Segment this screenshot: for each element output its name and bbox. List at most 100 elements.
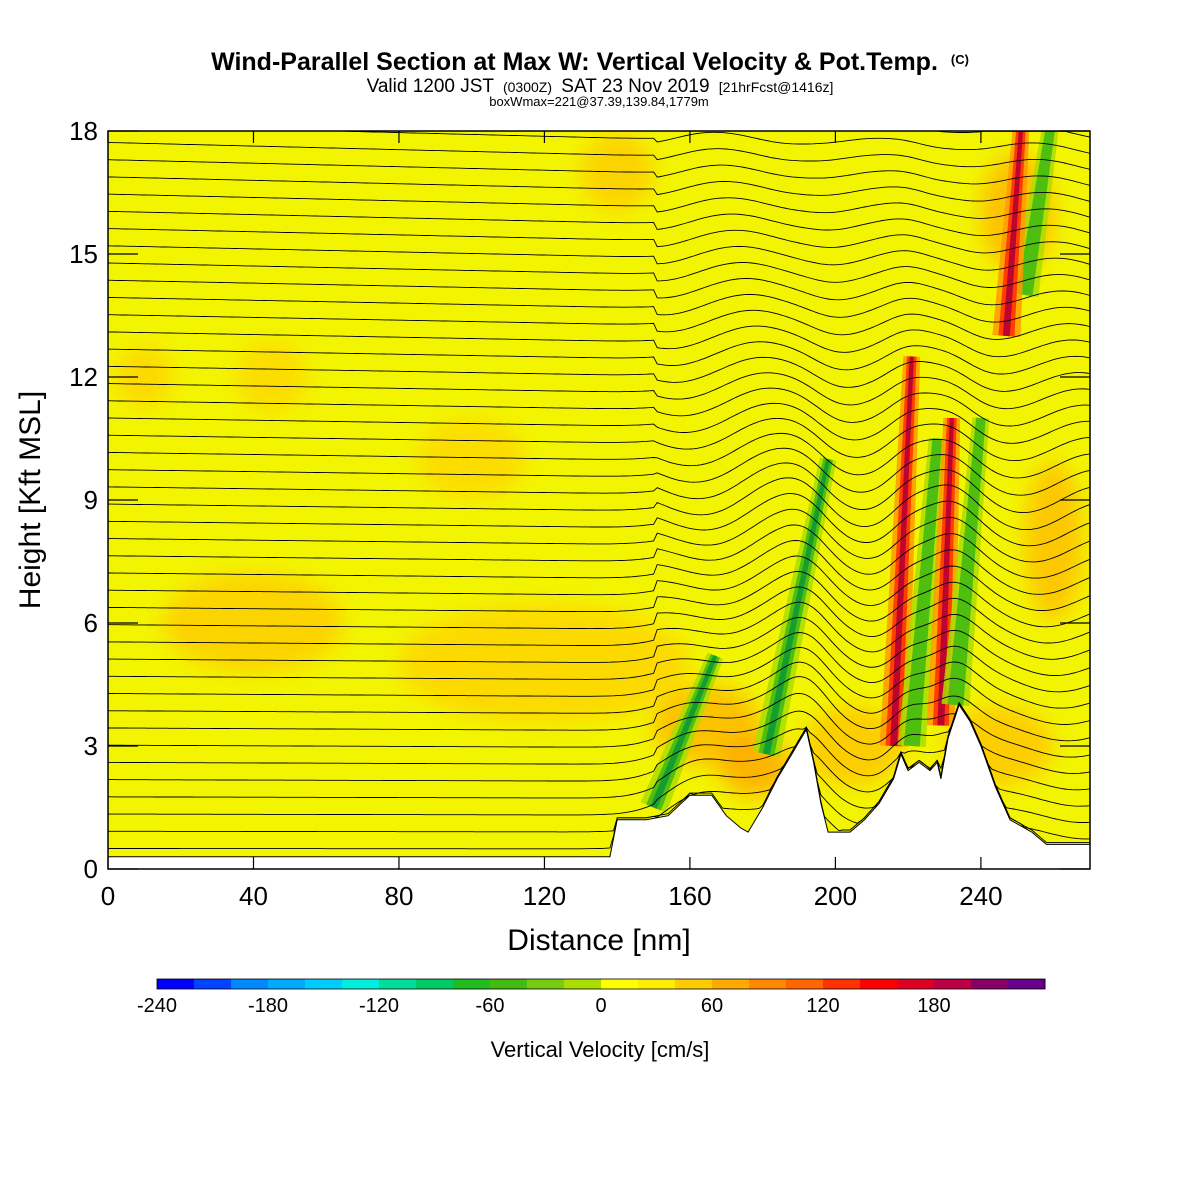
isentrope-line: [108, 402, 1090, 444]
isentrope-line: [108, 701, 1090, 807]
isentrope-line: [108, 294, 1090, 323]
colorbar-swatch: [416, 979, 454, 989]
isentrope-line: [108, 142, 1090, 170]
colorbar-swatch: [897, 979, 935, 989]
isentrope-line: [937, 131, 1090, 138]
colorbar-tick-label: 120: [806, 995, 839, 1017]
isentropes: [108, 131, 1090, 850]
isentrope-line: [108, 462, 1090, 514]
colorbar-swatch: [934, 979, 972, 989]
chart-title-main: Wind-Parallel Section at Max W: Vertical…: [211, 48, 938, 76]
warm-patch: [417, 419, 527, 499]
valid-fcst: [21hrFcst@1416z]: [719, 79, 834, 95]
velocity-bands: [640, 131, 1059, 813]
isentrope-line: [108, 661, 1090, 725]
warm-patch: [115, 347, 174, 407]
colorbar-swatch: [268, 979, 306, 989]
colorbar-swatch: [379, 979, 417, 989]
colorbar-swatch: [823, 979, 861, 989]
updraft-band: [890, 356, 914, 747]
colorbar-tick-label: 180: [917, 995, 950, 1017]
isentrope-line: [108, 555, 1090, 611]
y-tick-label: 9: [84, 485, 98, 515]
isentrope-line: [108, 193, 1090, 219]
isentrope-line: [108, 325, 1090, 358]
isentrope-line: [108, 278, 1090, 306]
y-axis: 0 3 6 9 12 15 18: [69, 116, 1090, 884]
isentrope-line: [108, 601, 1090, 660]
colorbar-swatch: [527, 979, 565, 989]
colorbar-swatch: [1008, 979, 1046, 989]
isentrope-line: [108, 228, 1090, 254]
isentrope-line: [108, 616, 1090, 676]
isentrope-line: [108, 586, 1090, 644]
isentrope-line: [108, 540, 1090, 595]
colorbar-swatch: [749, 979, 787, 989]
colorbar-swatch: [342, 979, 380, 989]
subtitle-boxwmax: boxWmax=221@37.39,139.84,1779m: [489, 94, 709, 109]
colorbar-swatch: [194, 979, 232, 989]
chart-title-mark: (C): [951, 52, 969, 67]
warm-patch: [802, 706, 905, 786]
colorbar-swatch: [638, 979, 676, 989]
valid-zulu: (0300Z): [503, 79, 552, 95]
isentrope-line: [108, 159, 1090, 186]
downdraft-band: [650, 655, 718, 809]
isentrope-line: [108, 417, 1090, 462]
y-tick-label: 3: [84, 731, 98, 761]
isentrope-line: [108, 632, 1090, 693]
terrain: [108, 703, 1090, 869]
isentrope-line: [108, 477, 1090, 531]
colorbar-tick-label: -240: [137, 995, 177, 1017]
isentrope-line: [108, 372, 1090, 410]
y-tick-label: 6: [84, 608, 98, 638]
isentrope-line: [108, 210, 1090, 237]
x-tick-label: 0: [101, 881, 115, 911]
colorbar-swatch: [490, 979, 528, 989]
valid-line: Valid 1200 JST (0300Z) SAT 23 Nov 2019 […: [367, 76, 834, 97]
colorbar-swatch: [675, 979, 713, 989]
colorbar-title: Vertical Velocity [cm/s]: [491, 1037, 710, 1062]
colorbar-swatch: [601, 979, 639, 989]
colorbar-frame: [156, 978, 1046, 990]
warm-patch: [1024, 461, 1083, 621]
colorbar-swatch: [157, 979, 195, 989]
x-axis-label: Distance [nm]: [507, 924, 690, 957]
isentrope-line: [108, 356, 1090, 392]
warm-patch: [398, 604, 690, 724]
isentrope-line: [108, 176, 1090, 202]
isentrope-line: [108, 432, 1090, 479]
warm-patch: [235, 342, 309, 412]
isentrope-line: [108, 447, 1090, 496]
colorbar-swatch: [712, 979, 750, 989]
colorbar-tick-label: 60: [701, 995, 723, 1017]
isentrope-line: [337, 131, 1090, 154]
colorbar-tick-label: -180: [248, 995, 288, 1017]
colorbar-tick-label: -120: [359, 995, 399, 1017]
y-tick-label: 12: [69, 362, 98, 392]
colorbar: [156, 978, 1046, 990]
isentrope-line: [108, 387, 1090, 427]
x-tick-label: 120: [523, 881, 566, 911]
warm-patch: [162, 573, 345, 673]
y-tick-label: 0: [84, 854, 98, 884]
downdraft-band: [1016, 131, 1055, 297]
colorbar-tick-label: -60: [476, 995, 505, 1017]
isentrope-line: [108, 646, 1090, 709]
colorbar-swatch: [971, 979, 1009, 989]
isentrope-line: [108, 676, 1090, 742]
y-axis-label: Height [Kft MSL]: [14, 391, 47, 609]
downdraft-band: [947, 417, 986, 706]
colorbar-swatch: [786, 979, 824, 989]
isentrope-line: [108, 493, 1090, 547]
chart-title: Wind-Parallel Section at Max W: Vertical…: [211, 48, 969, 76]
plot-area: [108, 131, 1090, 869]
colorbar-swatch: [453, 979, 491, 989]
updraft-band: [937, 417, 954, 726]
isentrope-line: [108, 309, 1090, 340]
colorbar-swatch: [305, 979, 343, 989]
colorbar-ticks: -240 -180 -120 -60 0 60 120 180: [137, 995, 951, 1017]
x-tick-label: 40: [239, 881, 268, 911]
colorbar-swatch: [564, 979, 602, 989]
